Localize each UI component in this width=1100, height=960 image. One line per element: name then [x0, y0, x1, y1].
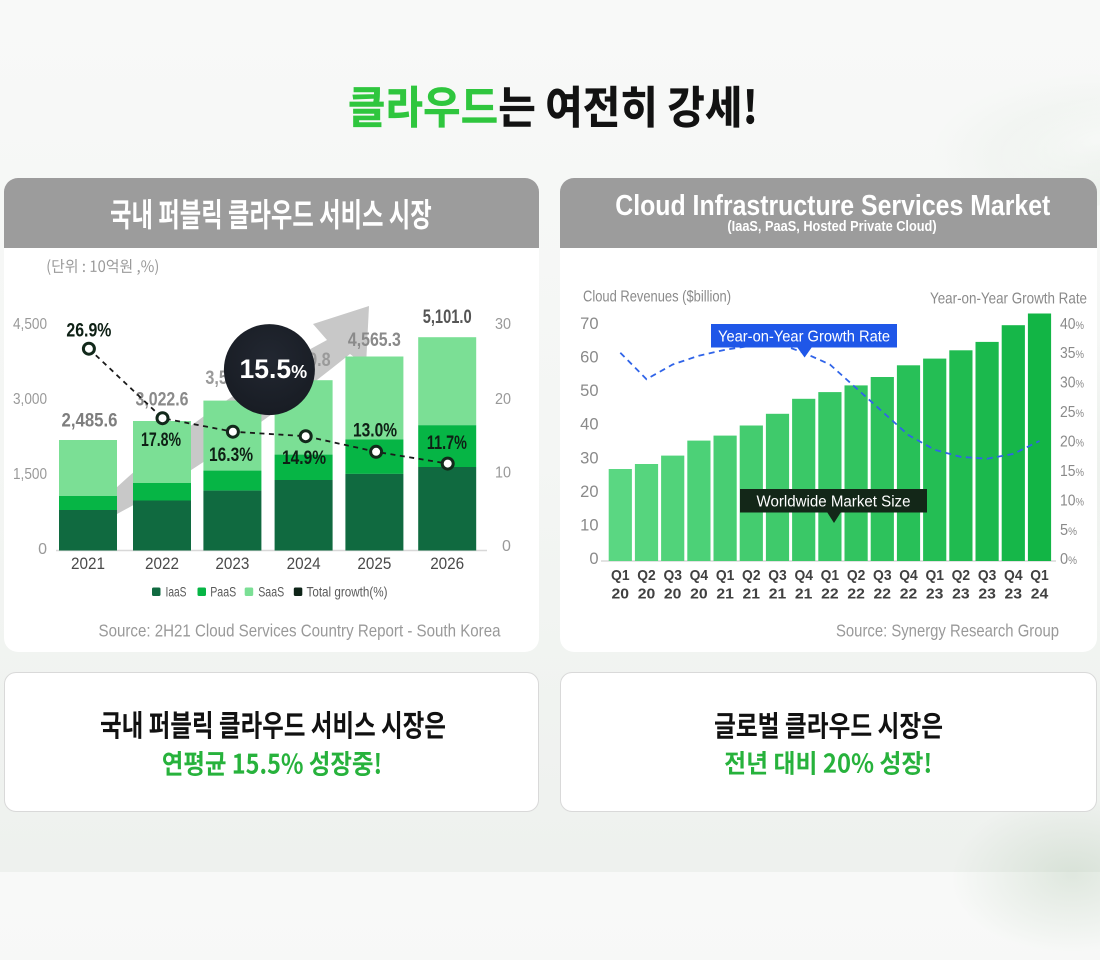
svg-text:5,101.0: 5,101.0	[423, 307, 472, 328]
svg-text:Q3: Q3	[873, 567, 892, 584]
svg-text:22: 22	[900, 586, 918, 603]
svg-text:11.7%: 11.7%	[427, 433, 467, 454]
svg-text:Q4: Q4	[690, 567, 709, 584]
svg-text:23: 23	[926, 586, 944, 603]
svg-text:5%: 5%	[1060, 522, 1077, 539]
svg-text:20: 20	[638, 586, 656, 603]
svg-text:10%: 10%	[1060, 492, 1084, 509]
svg-text:4,565.3: 4,565.3	[348, 330, 401, 351]
svg-text:Q4: Q4	[1004, 567, 1023, 584]
svg-text:50: 50	[580, 382, 598, 400]
svg-text:30: 30	[495, 316, 511, 333]
svg-text:Q2: Q2	[952, 567, 971, 584]
svg-text:23: 23	[1005, 586, 1023, 603]
svg-text:21: 21	[743, 586, 761, 603]
svg-text:0: 0	[589, 550, 598, 568]
svg-text:21: 21	[769, 586, 787, 603]
svg-text:30%: 30%	[1060, 375, 1084, 392]
svg-text:2026: 2026	[430, 554, 464, 573]
svg-text:Total growth(%): Total growth(%)	[307, 585, 388, 600]
svg-text:26.9%: 26.9%	[66, 320, 111, 341]
svg-text:22: 22	[874, 586, 892, 603]
svg-text:Q4: Q4	[794, 567, 813, 584]
svg-text:2025: 2025	[357, 554, 391, 573]
svg-text:20: 20	[612, 586, 630, 603]
svg-text:Cloud Revenues ($billion): Cloud Revenues ($billion)	[583, 289, 731, 306]
svg-text:Q2: Q2	[637, 567, 656, 584]
svg-text:Q1: Q1	[611, 567, 630, 584]
svg-text:2021: 2021	[71, 554, 105, 573]
svg-text:10: 10	[580, 517, 598, 535]
svg-text:40: 40	[580, 416, 598, 434]
svg-text:20: 20	[664, 586, 682, 603]
svg-text:1,500: 1,500	[13, 466, 47, 483]
svg-text:40%: 40%	[1060, 316, 1084, 333]
svg-text:15%: 15%	[1060, 463, 1084, 480]
svg-text:2022: 2022	[145, 554, 179, 573]
svg-text:60: 60	[580, 348, 598, 366]
svg-text:20: 20	[495, 391, 511, 408]
svg-text:PaaS: PaaS	[210, 585, 236, 600]
svg-text:23: 23	[952, 586, 970, 603]
svg-text:Q1: Q1	[821, 567, 840, 584]
svg-text:16.3%: 16.3%	[209, 445, 253, 466]
svg-text:21: 21	[795, 586, 813, 603]
svg-text:Q3: Q3	[768, 567, 787, 584]
svg-text:0: 0	[38, 541, 47, 558]
svg-text:10: 10	[495, 465, 511, 482]
svg-text:Source: Synergy Research Group: Source: Synergy Research Group	[836, 621, 1059, 641]
svg-text:0%: 0%	[1060, 551, 1077, 568]
svg-text:25%: 25%	[1060, 404, 1084, 421]
svg-text:0: 0	[502, 538, 511, 555]
svg-text:2,485.6: 2,485.6	[62, 411, 118, 432]
svg-text:Source: 2H21 Cloud Services Co: Source: 2H21 Cloud Services Country Repo…	[99, 621, 501, 641]
svg-text:20: 20	[580, 483, 598, 501]
svg-text:3,022.6: 3,022.6	[136, 390, 189, 411]
svg-text:IaaS: IaaS	[166, 585, 187, 600]
svg-text:20: 20	[690, 586, 708, 603]
svg-text:70: 70	[580, 315, 598, 333]
svg-text:Q3: Q3	[663, 567, 682, 584]
svg-text:35%: 35%	[1060, 345, 1084, 362]
svg-text:Q3: Q3	[978, 567, 997, 584]
svg-text:SaaS: SaaS	[258, 585, 284, 600]
svg-text:Q4: Q4	[899, 567, 918, 584]
svg-text:23: 23	[978, 586, 996, 603]
svg-text:4,500: 4,500	[13, 316, 47, 333]
svg-text:2023: 2023	[215, 554, 249, 573]
svg-text:Q2: Q2	[742, 567, 761, 584]
svg-text:Worldwide Market Size: Worldwide Market Size	[757, 494, 911, 511]
svg-text:20%: 20%	[1060, 434, 1084, 451]
svg-text:13.0%: 13.0%	[353, 421, 397, 442]
svg-text:21: 21	[716, 586, 734, 603]
svg-text:Q1: Q1	[1030, 567, 1049, 584]
svg-text:Q2: Q2	[847, 567, 866, 584]
svg-text:14.9%: 14.9%	[282, 448, 326, 469]
svg-text:30: 30	[580, 449, 598, 467]
svg-text:24: 24	[1031, 586, 1049, 603]
svg-text:Year-on-Year Growth Rate: Year-on-Year Growth Rate	[718, 329, 890, 346]
svg-text:Q1: Q1	[716, 567, 735, 584]
svg-text:Year-on-Year Growth Rate: Year-on-Year Growth Rate	[930, 291, 1087, 308]
svg-text:22: 22	[847, 586, 865, 603]
svg-text:Q1: Q1	[925, 567, 944, 584]
svg-text:2024: 2024	[287, 554, 321, 573]
svg-text:22: 22	[821, 586, 839, 603]
svg-text:17.8%: 17.8%	[141, 430, 181, 451]
svg-text:3,000: 3,000	[13, 391, 47, 408]
